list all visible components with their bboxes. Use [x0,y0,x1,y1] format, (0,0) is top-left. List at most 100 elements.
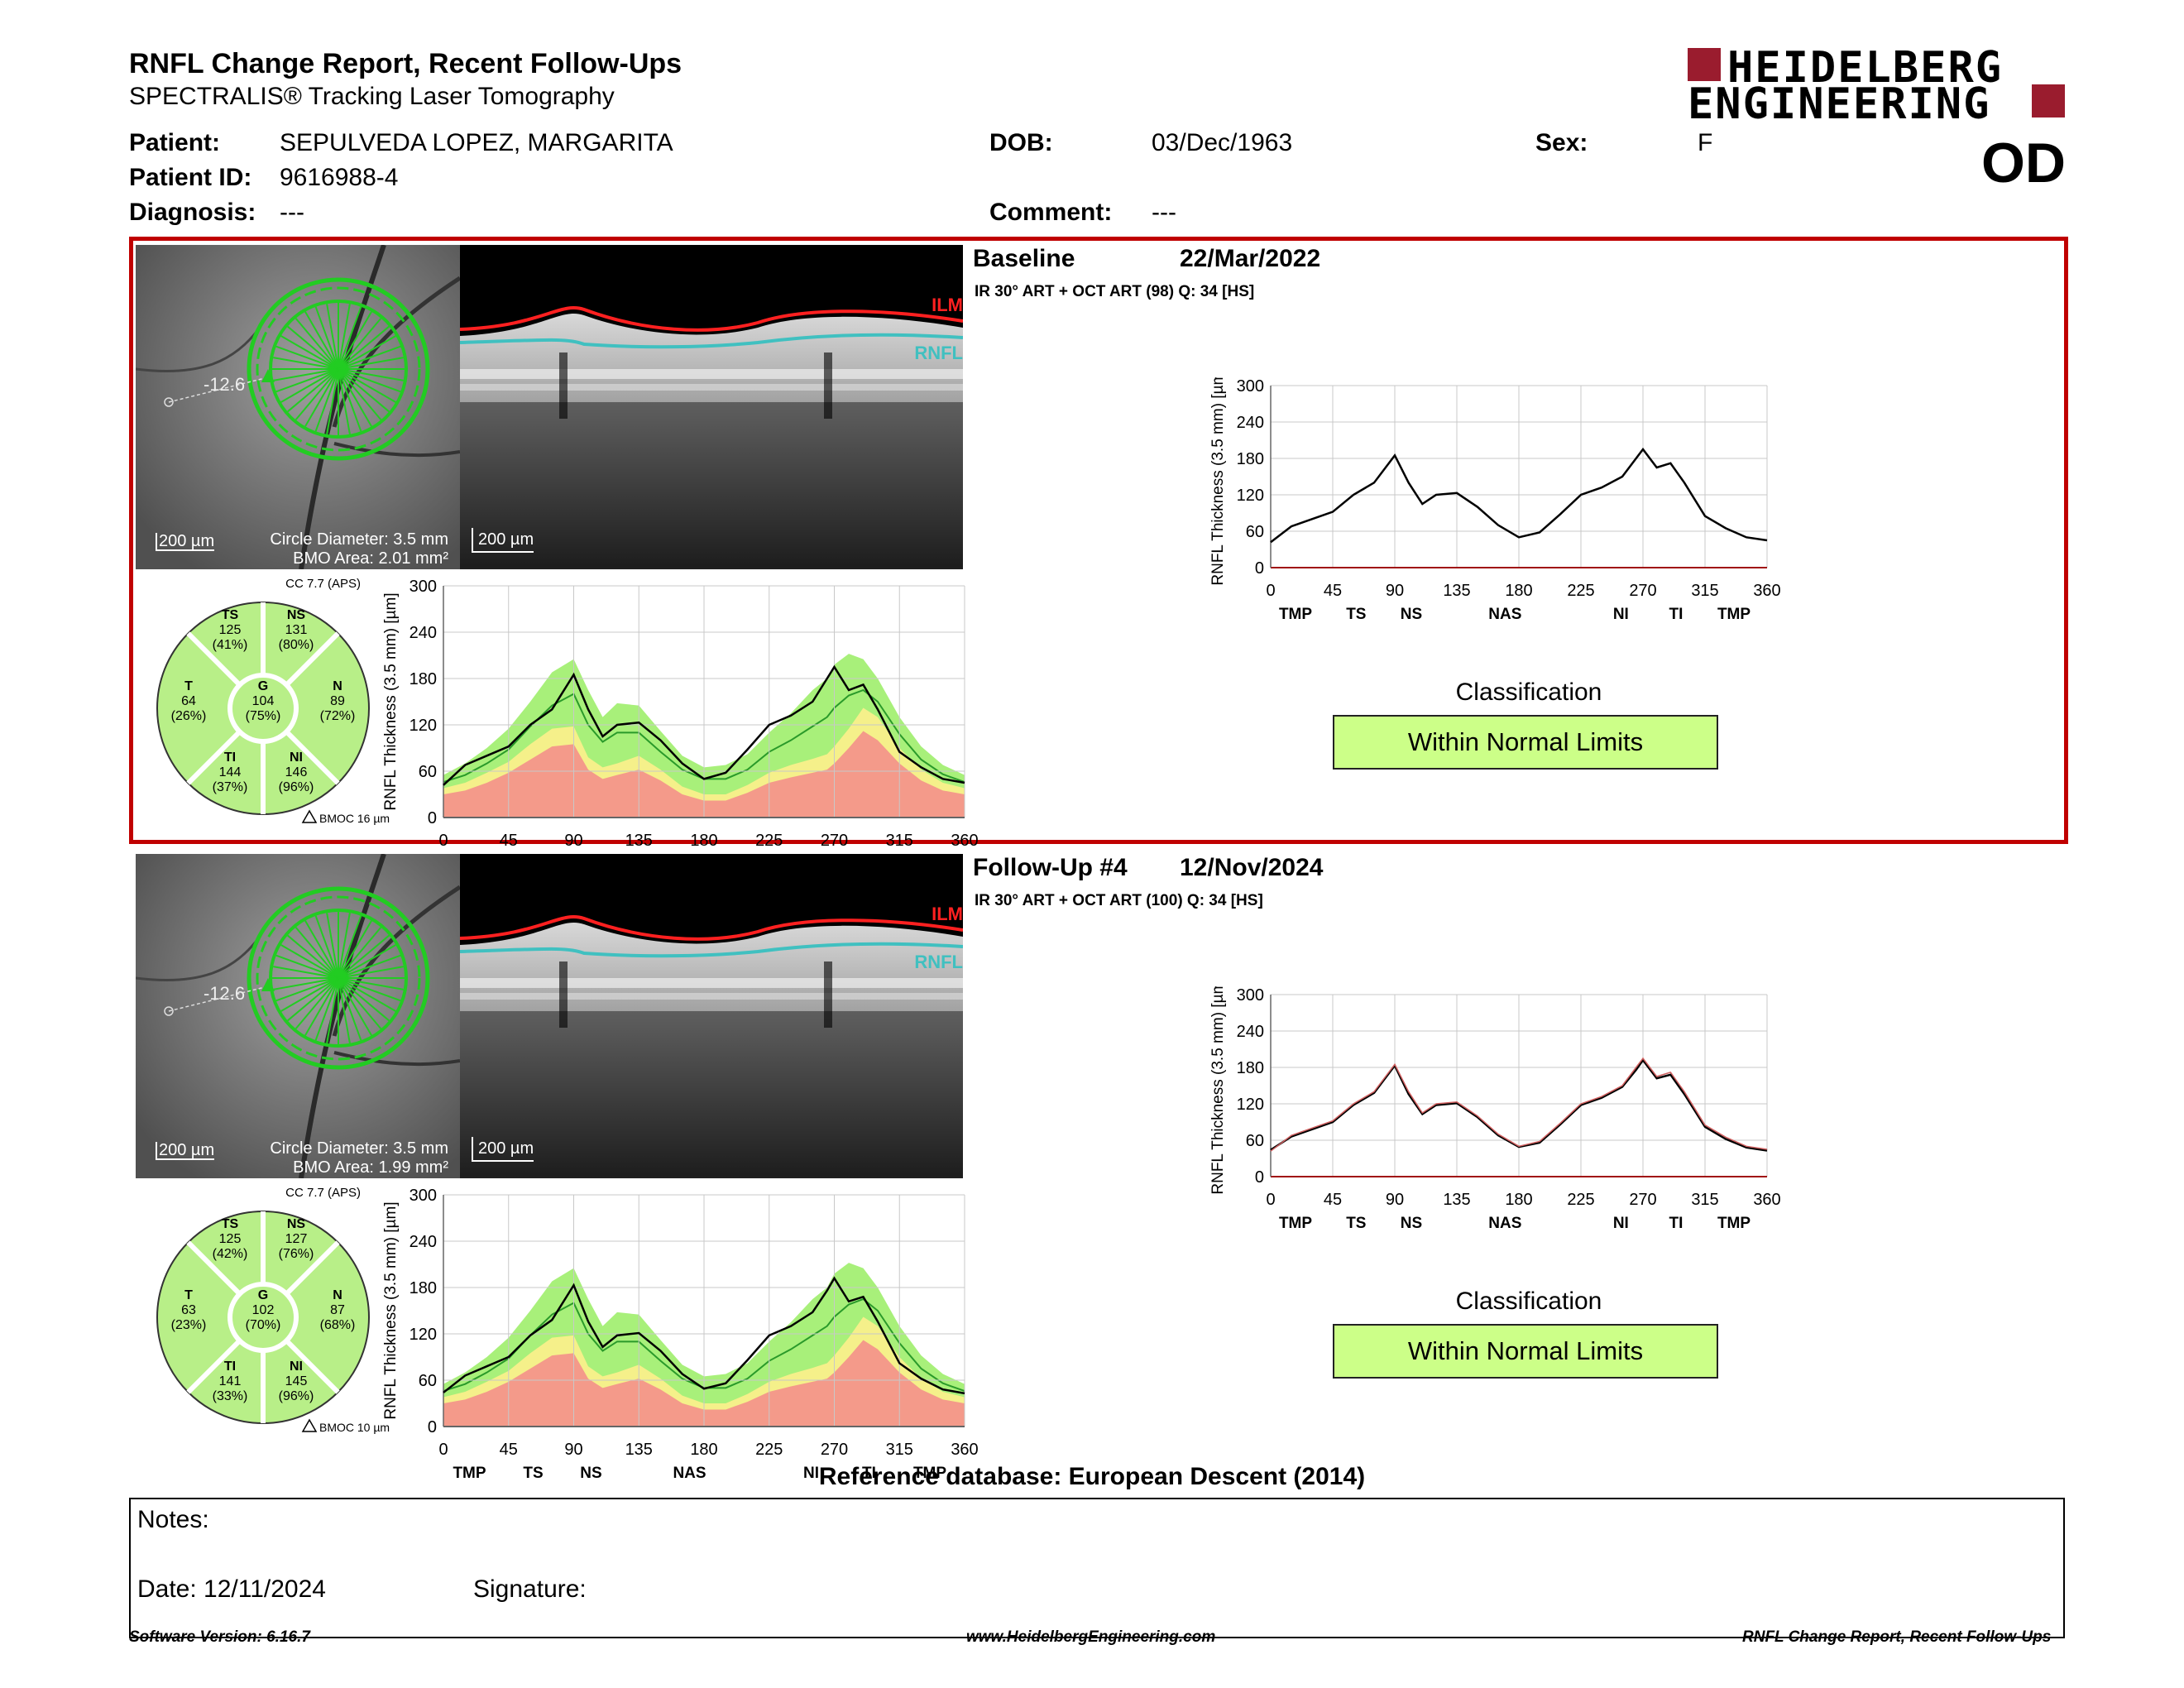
followup-panel: -12.6 200 µm Circle Diameter: 3.5 mm BMO Ar… [129,846,2068,1503]
scan-name: Follow-Up #4 [973,854,1128,881]
classification-label: Classification [1455,679,1602,706]
profile-svg: 06012018024030004590135180225270315360TM… [382,578,979,894]
x-tick-label: 225 [1567,1191,1594,1209]
y-tick-label: 60 [419,1372,437,1390]
comment-value: --- [1152,199,1176,226]
logo-line-1: HEIDELBERG [1727,43,2004,93]
x-tick-label: 225 [1567,582,1594,600]
y-tick-label: 240 [410,1233,437,1251]
heidelberg-logo: HEIDELBERG ENGINEERING [1688,43,2065,126]
measured-rnfl-line [443,664,965,786]
sector-t-label: T [184,679,193,693]
sector-ns-label: NS [287,1217,306,1231]
y-tick-label: 120 [1237,487,1264,505]
measured-rnfl-line [1270,1058,1768,1152]
sector-axis-label: NAS [673,1465,706,1482]
x-tick-label: 315 [1691,1191,1718,1209]
bmoc-triangle-icon [301,809,318,823]
baseline-highlight-border [129,237,2068,844]
x-tick-label: 180 [690,1441,717,1459]
y-tick-label: 240 [410,624,437,642]
sector-thickness-chart: TS 125 (41%) NS 131 (80%) T 64 (26%) G 104 (75%) N 89… [136,576,400,832]
sector-axis-label: NS [580,1465,601,1482]
sector-t-value: 63 [181,1303,196,1317]
sex-value: F [1698,129,1713,156]
x-tick-label: 180 [690,832,717,850]
sector-ti-label: TI [224,750,236,765]
sector-axis-label: TMP [913,1465,946,1482]
sex-label: Sex: [1535,129,1588,156]
rnfl-profile-chart-main: 06012018024030004590135180225270315360TM… [377,578,989,894]
x-tick-label: 135 [1443,582,1470,600]
signature-label: Signature: [473,1575,587,1603]
website-link[interactable]: www.HeidelbergEngineering.com [966,1628,1216,1646]
y-tick-label: 0 [1255,1168,1264,1187]
x-tick-label: 0 [1266,582,1275,600]
x-tick-label: 0 [438,1441,448,1459]
notes-box: Notes: Date: 12/11/2024 Signature: [129,1498,2065,1638]
baseline-panel: -12.6 200 µm Circle Diameter: 3.5 mm BMO Ar… [129,237,2068,894]
normative-mean-line [443,1297,965,1393]
scan-protocol: IR 30° ART + OCT ART (100) Q: 34 [HS] [975,892,1263,909]
y-tick-label: 180 [1237,1059,1264,1077]
x-tick-label: 315 [1691,582,1718,600]
sector-axis-label: NI [803,1465,819,1482]
sector-t-label: T [184,1288,193,1302]
sector-divider [285,1240,340,1296]
x-tick-label: 315 [886,1441,913,1459]
y-axis-title: RNFL Thickness (3.5 mm) [µm] [382,592,400,810]
rnfl-layer-label: RNFL [914,343,963,363]
sector-g-percent: (70%) [246,1318,281,1332]
fundus-image: -12.6 200 µm Circle Diameter: 3.5 mm BMO Ar… [136,854,460,1178]
sector-axis-label: NS [1401,606,1422,623]
comment-label: Comment: [989,199,1113,226]
y-tick-label: 300 [1237,986,1264,1005]
x-tick-label: 45 [500,832,518,850]
x-tick-label: 0 [1266,1191,1275,1209]
sector-axis-label: TI [1669,606,1684,623]
sector-ns-value: 127 [285,1232,308,1246]
scan-name: Baseline [973,245,1075,272]
x-tick-label: 270 [1629,582,1656,600]
measured-rnfl-line [1270,447,1768,544]
sector-axis-label: TS [1346,606,1366,623]
oct-scale-label: 200 µm [472,528,534,553]
sector-divider [285,1339,340,1394]
sector-ti-value: 144 [219,765,242,779]
y-tick-label: 180 [410,670,437,688]
sector-ni-value: 145 [285,1374,308,1388]
y-tick-label: 0 [1255,559,1264,578]
oct-bscan-image: ILM RNFL 200 µm [460,245,963,569]
sector-divider [285,631,340,687]
date-label: Date: 12/11/2024 [137,1575,326,1603]
bmoc-triangle-icon [301,1418,318,1432]
sector-ti-value: 141 [219,1374,242,1388]
circle-diameter: Circle Diameter: 3.5 mm [270,1139,448,1158]
sector-axis-label: NAS [1488,1215,1521,1232]
dob-value: 03/Dec/1963 [1152,129,1293,156]
x-tick-label: 180 [1505,582,1532,600]
sector-ns-label: NS [287,608,306,622]
x-tick-label: 45 [1324,1191,1342,1209]
oct-bscan-image: ILM RNFL 200 µm [460,854,963,1178]
fundus-graphic [136,245,460,569]
fundus-offset-label: -12.6 [204,374,246,395]
sector-divider [186,631,242,687]
x-tick-label: 360 [1753,1191,1780,1209]
report-title: RNFL Change Report, Recent Follow-Ups [129,48,682,79]
sector-g-percent: (75%) [246,709,281,723]
x-tick-label: 360 [951,832,978,850]
y-axis-title: RNFL Thickness (3.5 mm) [µm] [1209,986,1227,1195]
x-tick-label: 360 [951,1441,978,1459]
sector-ni-percent: (96%) [279,780,314,794]
sector-n-value: 89 [330,694,345,708]
software-version: Software Version: 6.16.7 [129,1628,310,1646]
patient-name: SEPULVEDA LOPEZ, MARGARITA [280,129,673,156]
classification-result: Within Normal Limits [1333,1324,1718,1379]
y-tick-label: 300 [1237,377,1264,396]
fundus-graphic [136,854,460,1178]
x-tick-label: 135 [625,832,653,850]
